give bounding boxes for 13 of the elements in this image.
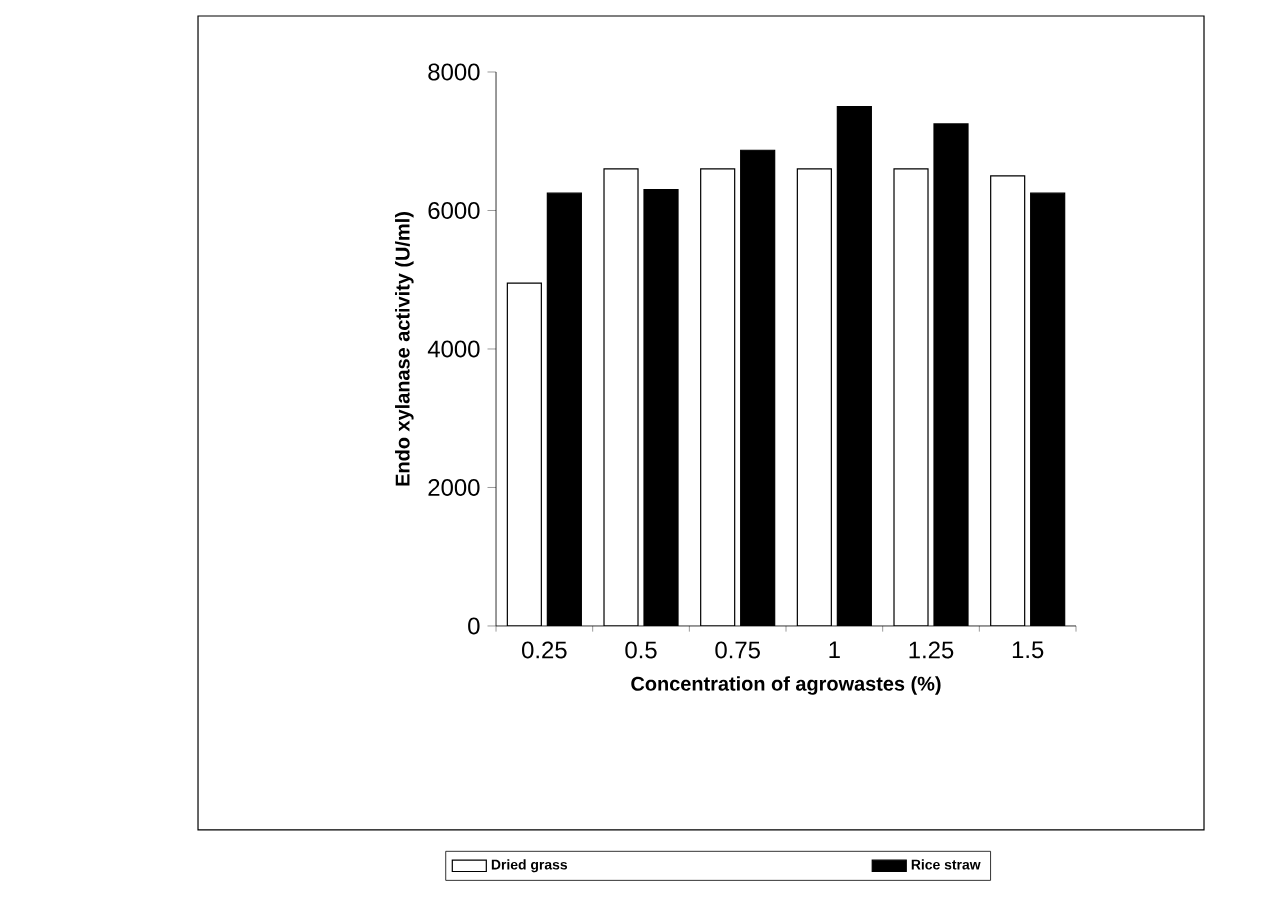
x-tick-label: 1 bbox=[829, 641, 840, 658]
y-axis-title: Endo xylanase activity (U/ml) bbox=[395, 212, 414, 486]
x-tick-label: 0.5 bbox=[625, 641, 657, 659]
x-tick-label: 1.25 bbox=[909, 641, 954, 659]
y-tick-label: 2000 bbox=[428, 479, 480, 496]
x-axis-title: Concentration of agrowastes (%) bbox=[631, 676, 941, 695]
y-tick-label: 0 bbox=[468, 617, 480, 635]
y-tick-label: 4000 bbox=[427, 340, 480, 358]
y-tick-label: 6000 bbox=[428, 202, 480, 219]
x-tick-label: 0.25 bbox=[522, 641, 567, 659]
y-tick-label: 8000 bbox=[428, 63, 480, 81]
x-tick-label: 0.75 bbox=[715, 641, 760, 659]
x-tick-label: 1.5 bbox=[1012, 641, 1044, 659]
